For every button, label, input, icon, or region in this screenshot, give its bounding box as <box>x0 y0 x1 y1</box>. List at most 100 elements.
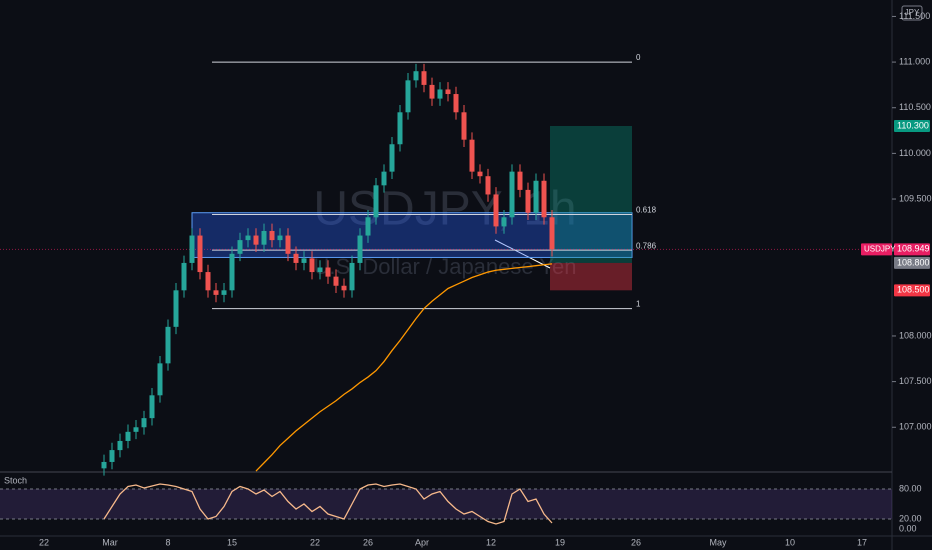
candle-body <box>525 189 531 213</box>
x-tick-label: 17 <box>857 537 867 547</box>
price-tag-label: 108.949 <box>897 244 930 254</box>
x-tick-label: 15 <box>227 537 237 547</box>
candle-body <box>341 285 347 291</box>
x-tick-label: Apr <box>415 537 429 547</box>
y-tick-label: 109.500 <box>899 193 932 203</box>
candle-body <box>437 89 443 99</box>
candle-body <box>549 217 555 250</box>
target-box <box>550 125 632 263</box>
x-tick-label: 19 <box>555 537 565 547</box>
candle-body <box>429 84 435 99</box>
candle-body <box>197 235 203 273</box>
y-tick-label: 111.000 <box>899 56 930 66</box>
candle-body <box>501 217 507 227</box>
candle-body <box>541 180 547 218</box>
candle-body <box>325 267 331 277</box>
candle-body <box>165 326 171 364</box>
candle-body <box>533 180 539 213</box>
candle-body <box>261 230 267 245</box>
x-tick-label: May <box>709 537 727 547</box>
candle-body <box>221 290 227 295</box>
x-tick-label: 8 <box>165 537 170 547</box>
candle-body <box>101 461 107 469</box>
price-tag <box>894 284 930 297</box>
x-tick-label: 26 <box>631 537 641 547</box>
x-tick-label: 10 <box>785 537 795 547</box>
price-tag <box>894 256 930 269</box>
candle-body <box>485 176 491 195</box>
candle-body <box>133 427 139 432</box>
stoch-line <box>103 483 553 525</box>
x-tick-label: Mar <box>102 537 118 547</box>
candle-body <box>245 235 251 241</box>
candle-body <box>181 262 187 291</box>
x-tick-label: 22 <box>39 537 49 547</box>
candle-body <box>445 89 451 95</box>
candle-body <box>157 363 163 396</box>
stoch-tick-label: 80.00 <box>899 483 922 493</box>
symbol-tag-label: USDJPY <box>864 244 896 253</box>
currency-label: JPY <box>905 8 920 17</box>
fib-label: 0.786 <box>636 241 657 250</box>
candle-body <box>397 112 403 145</box>
candle-body <box>149 395 155 419</box>
stoch-label: Stoch <box>4 475 27 485</box>
candle-body <box>213 290 219 295</box>
candle-body <box>381 171 387 186</box>
candle-body <box>517 171 523 190</box>
x-tick-label: 26 <box>363 537 373 547</box>
y-tick-label: 111.500 <box>899 11 930 21</box>
price-tag-label: 108.800 <box>897 257 930 267</box>
stop-box <box>550 262 632 291</box>
candle-body <box>229 253 235 291</box>
candle-body <box>509 171 515 218</box>
candle-body <box>453 94 459 113</box>
y-tick-label: 110.000 <box>899 148 931 158</box>
candle-body <box>357 235 363 263</box>
y-tick-label: 107.000 <box>899 422 932 432</box>
currency-box[interactable] <box>901 5 923 21</box>
candle-body <box>461 112 467 140</box>
candle-body <box>237 240 243 254</box>
candle-body <box>189 235 195 263</box>
y-tick-label: 107.500 <box>899 376 932 386</box>
candle-body <box>269 230 275 241</box>
candle-body <box>125 431 131 441</box>
fib-label: 0.618 <box>636 206 657 215</box>
fib-label: 1 <box>636 300 641 309</box>
candle-body <box>333 276 339 286</box>
candle-body <box>293 253 299 263</box>
candle-body <box>389 144 395 172</box>
x-tick-label: 12 <box>486 537 496 547</box>
candle-body <box>469 139 475 172</box>
stoch-band <box>0 489 892 519</box>
candle-body <box>277 235 283 241</box>
candle-body <box>117 440 123 451</box>
candle-body <box>173 290 179 327</box>
trend-line <box>494 239 551 269</box>
candle-body <box>285 235 291 254</box>
candle-body <box>373 185 379 218</box>
watermark: USDJPY, 1h <box>313 183 576 236</box>
candle-body <box>109 450 115 462</box>
candle-body <box>317 267 323 273</box>
candle-body <box>421 71 427 85</box>
candle-body <box>205 272 211 291</box>
candle-body <box>413 71 419 81</box>
symbol-tag <box>861 243 892 256</box>
stoch-tick-label: 0.00 <box>899 523 917 533</box>
price-tag-label: 110.300 <box>897 120 929 130</box>
candle-body <box>349 262 355 291</box>
candle-body <box>493 194 499 227</box>
x-tick-label: 22 <box>310 537 320 547</box>
price-tag <box>894 243 930 256</box>
candle-body <box>309 258 315 273</box>
y-tick-label: 108.000 <box>899 330 932 340</box>
stoch-tick-label: 20.00 <box>899 513 922 523</box>
candle-body <box>301 258 307 263</box>
candle-body <box>253 235 259 245</box>
y-tick-label: 110.500 <box>899 102 931 112</box>
moving-average <box>255 263 553 472</box>
